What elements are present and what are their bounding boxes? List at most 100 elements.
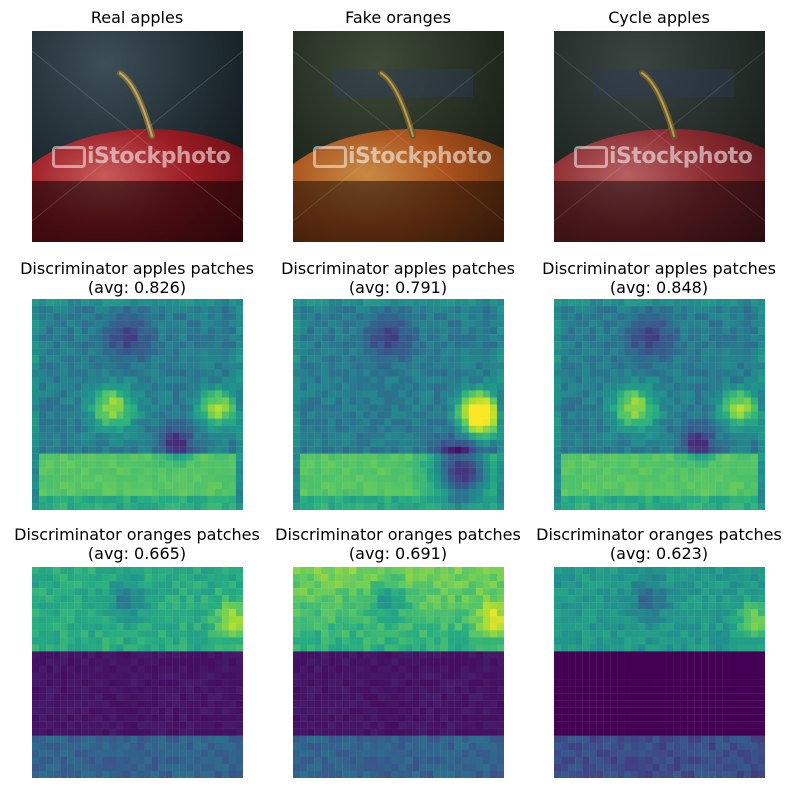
heatmap-cell	[328, 623, 336, 631]
heatmap-cell	[193, 425, 201, 433]
heatmap-cell	[666, 453, 674, 461]
heatmap-cell	[74, 334, 82, 342]
heatmap-cell	[39, 672, 47, 680]
heatmap-cell	[589, 411, 597, 419]
heatmap-cell	[32, 390, 40, 398]
heatmap-cell	[95, 306, 103, 314]
heatmap-cell	[151, 418, 159, 426]
heatmap-cell	[687, 616, 695, 624]
heatmap-cell	[475, 770, 484, 778]
heatmap-cell	[638, 320, 646, 328]
heatmap-cell	[186, 362, 194, 370]
heatmap-cell	[496, 481, 504, 490]
heatmap-cell	[200, 651, 208, 659]
heatmap-cell	[235, 658, 243, 666]
heatmap-cell	[307, 707, 315, 715]
heatmap-cell	[235, 721, 243, 729]
heatmap-cell	[293, 686, 301, 694]
heatmap-cell	[144, 728, 152, 736]
heatmap-cell	[356, 693, 364, 701]
heatmap-cell	[314, 637, 322, 645]
heatmap-cell	[207, 306, 216, 314]
heatmap-cell	[370, 609, 378, 617]
heatmap-cell	[172, 707, 180, 715]
heatmap-cell	[67, 665, 75, 673]
heatmap-cell	[489, 460, 498, 468]
heatmap-cell	[659, 390, 667, 398]
heatmap-cell	[314, 595, 322, 603]
heatmap-cell	[687, 348, 695, 356]
heatmap-cell	[582, 609, 590, 617]
heatmap-cell	[496, 404, 504, 412]
heatmap-cell	[736, 376, 745, 384]
heatmap-cell	[95, 320, 103, 328]
heatmap-cell	[144, 637, 152, 645]
heatmap-cell	[186, 665, 194, 673]
heatmap-cell	[123, 700, 131, 708]
heatmap-cell	[144, 707, 152, 715]
heatmap-cell	[342, 411, 350, 419]
heatmap-cell	[475, 369, 484, 377]
heatmap-cell	[53, 404, 61, 412]
heatmap-cell	[736, 362, 745, 370]
heatmap-cell	[214, 616, 223, 624]
heatmap-cell	[235, 756, 243, 765]
heatmap-cell	[461, 467, 469, 475]
heatmap-cell	[610, 404, 618, 412]
heatmap-cell	[193, 369, 201, 377]
heatmap-cell	[596, 630, 604, 638]
heatmap-cell	[482, 672, 491, 680]
photo-cycle-apples: iStockphoto	[554, 31, 765, 242]
heatmap-cell	[554, 609, 562, 617]
heatmap-cell	[561, 581, 569, 589]
heatmap-cell	[561, 348, 569, 356]
heatmap-cell	[496, 390, 504, 398]
heatmap-cell	[81, 637, 89, 645]
heatmap-cell	[293, 574, 301, 582]
heatmap-cell	[370, 602, 378, 610]
heatmap-cell	[447, 749, 455, 758]
heatmap-cell	[95, 665, 103, 673]
heatmap-cell	[314, 390, 322, 398]
heatmap-cell	[109, 432, 117, 440]
heatmap-cell	[95, 616, 103, 624]
heatmap-cell	[53, 397, 61, 405]
heatmap-cell	[757, 658, 765, 666]
heatmap-cell	[561, 467, 569, 475]
heatmap-cell	[137, 672, 145, 680]
heatmap-cell	[391, 467, 399, 475]
heatmap-cell	[207, 770, 216, 778]
heatmap-cell	[461, 679, 469, 687]
heatmap-cell	[673, 453, 681, 461]
heatmap-cell	[433, 313, 441, 321]
heatmap-cell	[32, 665, 40, 673]
heatmap-cell	[701, 425, 709, 433]
heatmap-cell	[554, 651, 562, 659]
heatmap-cell	[722, 495, 730, 504]
heatmap-cell	[300, 588, 308, 596]
heatmap-cell	[300, 481, 308, 490]
heatmap-cell	[736, 495, 745, 504]
heatmap-cell	[582, 432, 590, 440]
heatmap-cell	[666, 306, 674, 314]
heatmap-cell	[426, 495, 434, 504]
heatmap-cell	[468, 763, 477, 772]
heatmap-cell	[88, 369, 96, 377]
heatmap-cell	[433, 756, 441, 765]
heatmap-cell	[293, 581, 301, 589]
heatmap-cell	[186, 376, 194, 384]
heatmap-cell	[440, 369, 448, 377]
heatmap-cell	[405, 623, 413, 631]
heatmap-cell	[694, 369, 702, 377]
heatmap-cell	[207, 474, 216, 483]
heatmap-cell	[461, 658, 469, 666]
heatmap-cell	[645, 651, 653, 659]
heatmap-cell	[454, 383, 462, 391]
heatmap-cell	[165, 425, 173, 433]
heatmap-cell	[398, 630, 406, 638]
heatmap-cell	[687, 502, 695, 510]
heatmap-cell	[328, 630, 336, 638]
heatmap-cell	[447, 574, 455, 582]
heatmap-cell	[363, 411, 371, 419]
heatmap-cell	[193, 467, 201, 475]
